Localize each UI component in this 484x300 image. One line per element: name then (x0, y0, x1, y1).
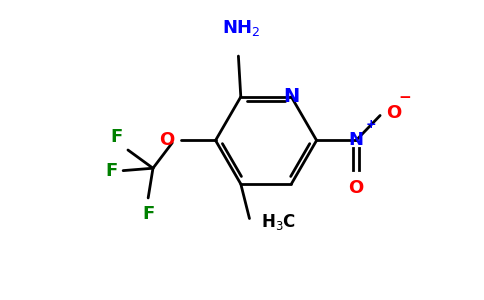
Text: +: + (366, 118, 376, 131)
Text: NH$_2$: NH$_2$ (222, 18, 260, 38)
Text: H$_3$C: H$_3$C (261, 212, 297, 232)
Text: N: N (348, 131, 363, 149)
Text: O: O (386, 104, 402, 122)
Text: F: F (142, 205, 154, 223)
Text: F: F (105, 162, 117, 180)
Text: O: O (348, 179, 363, 197)
Text: F: F (110, 128, 122, 146)
Text: N: N (283, 87, 300, 106)
Text: O: O (159, 131, 175, 149)
Text: −: − (398, 90, 411, 105)
